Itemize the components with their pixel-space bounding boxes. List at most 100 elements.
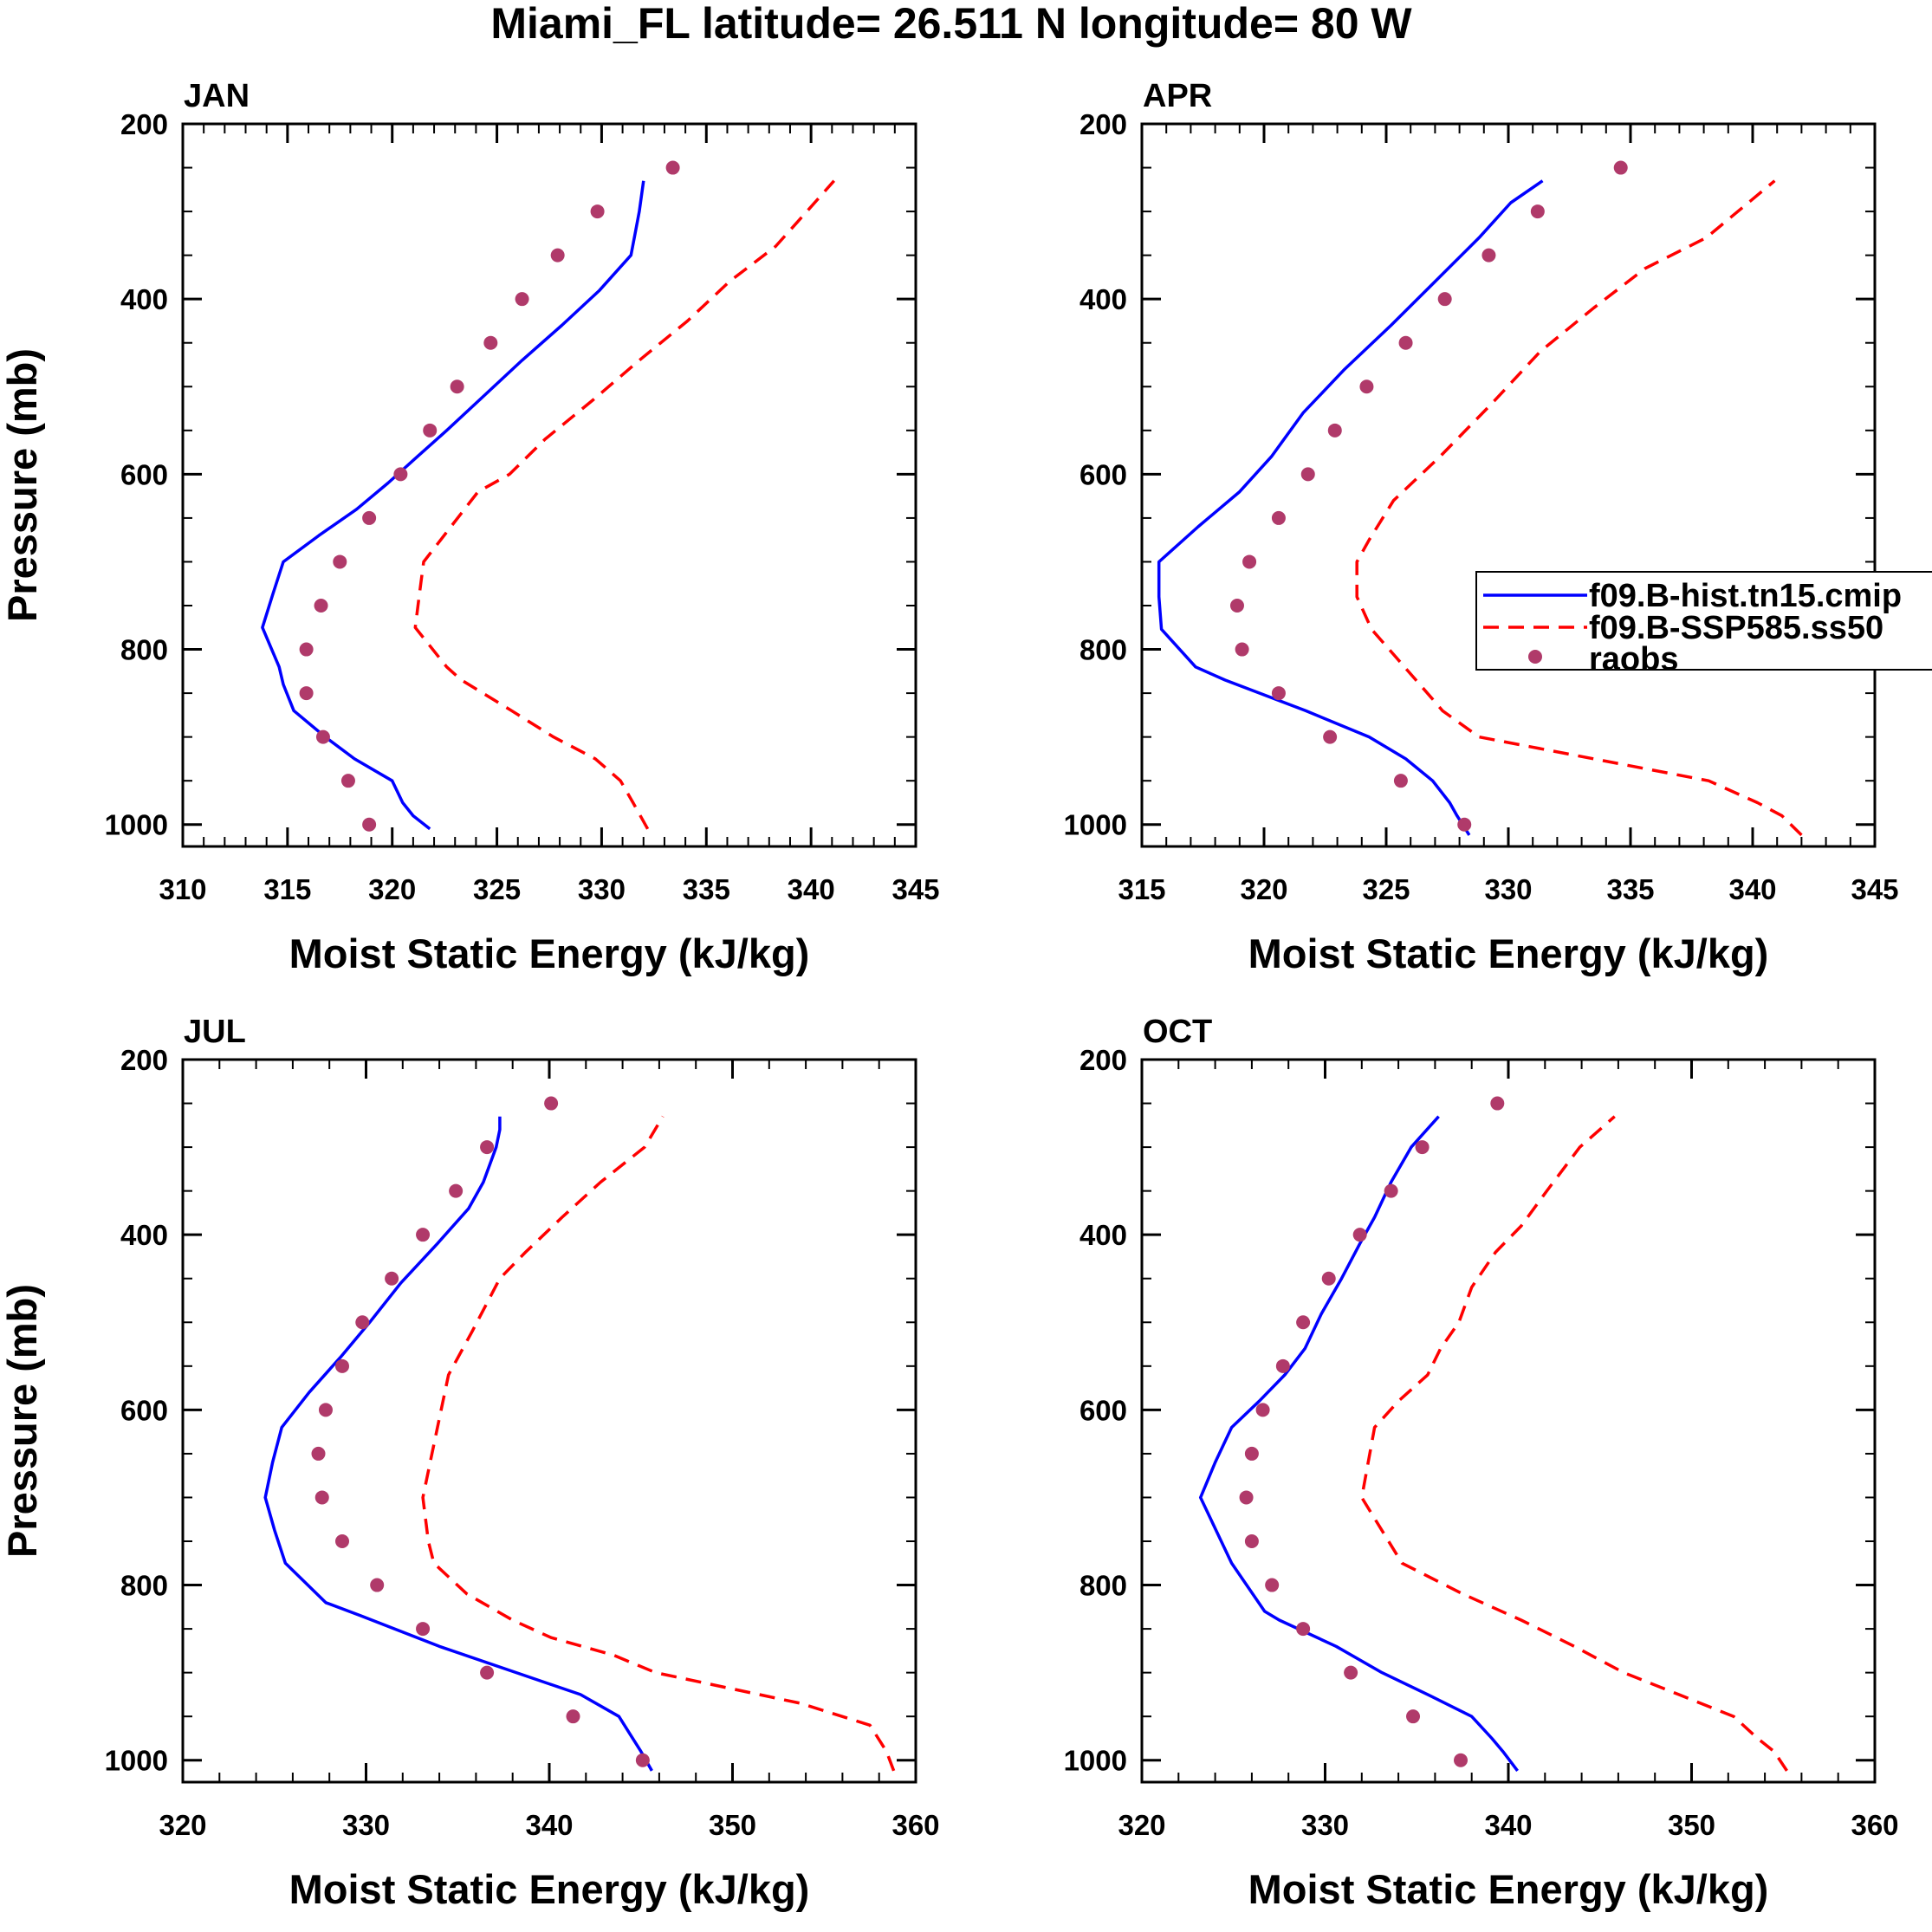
- raobs-point: [1327, 423, 1342, 438]
- raobs-point: [315, 729, 330, 744]
- x-tick-label: 320: [1240, 873, 1287, 905]
- ssp585-line: [1360, 1115, 1788, 1772]
- y-tick-label: 400: [1079, 283, 1127, 315]
- x-tick-label: 320: [159, 1809, 206, 1841]
- plot-frame: [1140, 122, 1877, 848]
- raobs-point: [340, 774, 355, 788]
- x-tick-label: 315: [1118, 873, 1165, 905]
- raobs-point: [1393, 774, 1408, 788]
- x-tick-label: 325: [473, 873, 521, 905]
- raobs-point: [1239, 1490, 1254, 1505]
- figure-title: Miami_FL latitude= 26.511 N longitude= 8…: [490, 0, 1412, 48]
- raobs-point: [335, 1534, 350, 1548]
- y-tick-label: 400: [1079, 1219, 1127, 1251]
- raobs-point: [393, 467, 408, 482]
- x-tick-label: 340: [1484, 1809, 1532, 1841]
- x-tick-label: 360: [1851, 1809, 1898, 1841]
- raobs-point: [550, 248, 565, 263]
- x-tick-label: 330: [342, 1809, 390, 1841]
- raobs-point: [590, 204, 605, 219]
- raobs-point: [1454, 1753, 1468, 1767]
- raobs-point: [299, 686, 314, 701]
- raobs-point: [1296, 1622, 1311, 1637]
- ssp585-line: [421, 1115, 896, 1772]
- y-tick-label: 1000: [105, 809, 168, 841]
- legend-raobs-swatch: [1528, 650, 1542, 664]
- x-tick-label: 330: [1301, 1809, 1349, 1841]
- x-axis-label: Moist Static Energy (kJ/kg): [1248, 930, 1769, 976]
- x-tick-label: 330: [1484, 873, 1532, 905]
- x-axis-label: Moist Static Energy (kJ/kg): [289, 1866, 810, 1912]
- y-tick-label: 800: [1079, 634, 1127, 666]
- panel-title: JUL: [184, 1014, 246, 1050]
- raobs-point: [1457, 817, 1472, 832]
- x-tick-label: 320: [368, 873, 416, 905]
- x-tick-label: 345: [1851, 873, 1898, 905]
- x-tick-label: 325: [1362, 873, 1410, 905]
- raobs-point: [1437, 292, 1452, 307]
- raobs-point: [1344, 1665, 1358, 1680]
- raobs-point: [314, 599, 328, 613]
- raobs-point: [1321, 1271, 1336, 1286]
- y-tick-label: 1000: [1064, 809, 1127, 841]
- raobs-point: [1398, 335, 1413, 350]
- raobs-point: [416, 1228, 431, 1242]
- x-tick-label: 360: [891, 1809, 939, 1841]
- y-tick-label: 600: [120, 1394, 168, 1426]
- plot-frame: [1140, 1058, 1877, 1784]
- y-tick-label: 1000: [1064, 1745, 1127, 1777]
- raobs-point: [1359, 379, 1374, 394]
- x-tick-label: 330: [578, 873, 626, 905]
- panel-apr: APR 315 320 325 330 335 340 345 200 400 600 800 1000…: [1064, 78, 1899, 976]
- panel-jul: JUL 320 330 340 350 360 200 400 600 800 1000 Moist …: [0, 1014, 940, 1912]
- y-tick-label: 800: [120, 634, 168, 666]
- raobs-point: [1242, 554, 1257, 569]
- raobs-point: [1275, 1358, 1290, 1373]
- raobs-point: [335, 1358, 350, 1373]
- raobs-point: [1490, 1096, 1505, 1111]
- x-tick-label: 320: [1118, 1809, 1165, 1841]
- x-tick-label: 350: [1668, 1809, 1715, 1841]
- raobs-point: [299, 642, 314, 657]
- x-tick-label: 335: [683, 873, 730, 905]
- raobs-point: [515, 292, 529, 307]
- raobs-point: [318, 1403, 333, 1417]
- raobs-point: [1384, 1183, 1398, 1198]
- raobs-point: [385, 1271, 399, 1286]
- y-tick-label: 200: [120, 1044, 168, 1076]
- raobs-point: [483, 335, 498, 350]
- raobs-point: [449, 1183, 464, 1198]
- raobs-point: [1300, 467, 1315, 482]
- raobs-point: [314, 1490, 329, 1505]
- raobs-point: [1530, 204, 1545, 219]
- raobs-point: [370, 1578, 385, 1592]
- y-tick-label: 400: [120, 1219, 168, 1251]
- panel-title: JAN: [184, 78, 250, 114]
- y-tick-label: 600: [1079, 1394, 1127, 1426]
- legend-entry-label: f09.B-SSP585.ss50: [1589, 610, 1883, 646]
- x-tick-label: 340: [525, 1809, 573, 1841]
- raobs-point: [1255, 1403, 1270, 1417]
- x-tick-label: 350: [709, 1809, 756, 1841]
- raobs-point: [1235, 642, 1249, 657]
- y-axis-label: Pressure (mb): [0, 1284, 45, 1558]
- raobs-point: [1406, 1709, 1421, 1724]
- hist-line: [1198, 1115, 1519, 1772]
- x-tick-label: 335: [1606, 873, 1654, 905]
- x-tick-label: 340: [1728, 873, 1776, 905]
- raobs-point: [1613, 160, 1628, 175]
- raobs-point: [1271, 510, 1286, 525]
- ssp585-line: [413, 179, 836, 830]
- raobs-point: [1415, 1140, 1430, 1155]
- raobs-point: [423, 423, 438, 438]
- raobs-point: [480, 1665, 495, 1680]
- raobs-point: [1271, 686, 1286, 701]
- hist-line: [261, 180, 645, 831]
- panel-jan: JAN 310 315 320 325 330 335 340 345 200 400 600 800 1…: [0, 78, 940, 976]
- raobs-point: [416, 1622, 431, 1637]
- y-tick-label: 800: [1079, 1570, 1127, 1602]
- legend-box: [1475, 571, 1932, 671]
- panel-oct: OCT 320 330 340 350 360 200 400 600 800 1000 Moist …: [1064, 1014, 1899, 1912]
- raobs-point: [1244, 1534, 1259, 1548]
